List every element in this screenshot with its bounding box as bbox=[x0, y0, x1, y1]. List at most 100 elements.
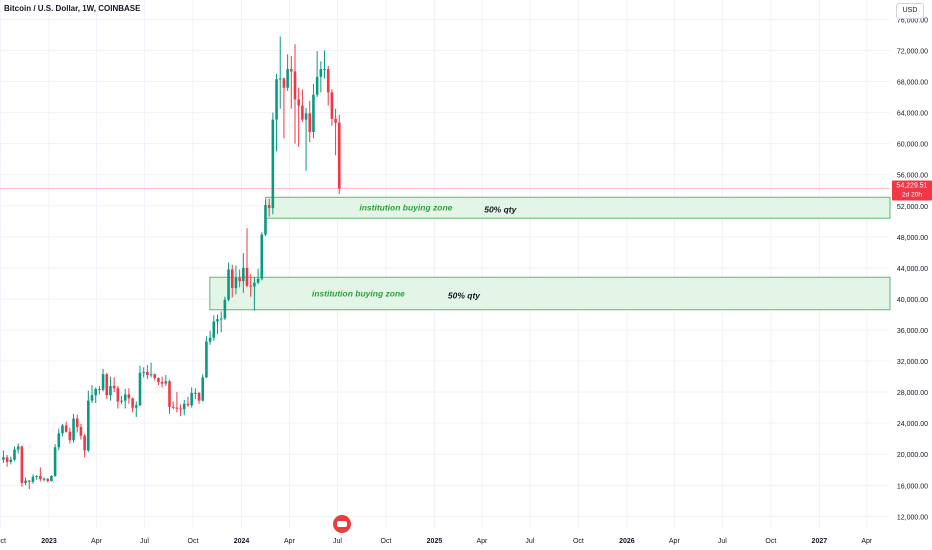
candle-body bbox=[157, 378, 160, 383]
candle-body bbox=[315, 76, 319, 95]
symbol-title: Bitcoin / U.S. Dollar, 1W, COINBASE bbox=[4, 4, 141, 13]
countdown-label: 2d 20h bbox=[902, 191, 922, 198]
currency-button[interactable]: USD bbox=[896, 3, 924, 19]
tradingview-logo-icon[interactable] bbox=[333, 515, 351, 533]
x-tick-label: Jul bbox=[525, 538, 534, 545]
buying-zone-label: institution buying zone bbox=[312, 289, 405, 299]
x-tick-label: Oct bbox=[765, 538, 776, 545]
x-tick-label: 2023 bbox=[41, 538, 57, 545]
candle-body bbox=[245, 267, 249, 286]
x-tick-label: Oct bbox=[573, 538, 584, 545]
candle-body bbox=[101, 374, 105, 390]
candle-body bbox=[293, 71, 297, 100]
candle-body bbox=[323, 69, 326, 71]
candle-body bbox=[146, 371, 149, 376]
candle-body bbox=[330, 92, 334, 119]
candle-body bbox=[64, 425, 68, 432]
y-tick-label: 12,000.00 bbox=[897, 514, 928, 521]
candle-body bbox=[116, 388, 120, 402]
candle-body bbox=[72, 418, 75, 441]
x-tick-label: Oct bbox=[0, 538, 6, 545]
candle-body bbox=[297, 99, 300, 106]
x-tick-label: Apr bbox=[669, 538, 681, 545]
y-tick-label: 44,000.00 bbox=[897, 266, 928, 273]
candle-body bbox=[212, 321, 216, 338]
candle-body bbox=[39, 475, 42, 480]
candle-body bbox=[227, 269, 230, 300]
buying-zone-label: institution buying zone bbox=[359, 203, 452, 213]
candle-body bbox=[75, 418, 79, 428]
chart-grid bbox=[0, 0, 890, 528]
y-tick-label: 48,000.00 bbox=[897, 235, 928, 242]
candle-body bbox=[53, 447, 57, 476]
candle-body bbox=[131, 398, 134, 408]
candle-body bbox=[312, 94, 315, 132]
candle-body bbox=[260, 234, 264, 279]
candle-body bbox=[242, 267, 245, 282]
candle-body bbox=[46, 478, 50, 482]
x-tick-label: Oct bbox=[381, 538, 392, 545]
x-tick-label: 2026 bbox=[619, 538, 635, 545]
candle-body bbox=[31, 476, 35, 482]
candle-body bbox=[83, 435, 86, 451]
candle-body bbox=[153, 374, 157, 379]
y-tick-label: 32,000.00 bbox=[897, 359, 928, 366]
candle-body bbox=[275, 79, 278, 120]
x-tick-label: Apr bbox=[861, 538, 873, 545]
candle-body bbox=[256, 278, 260, 283]
x-tick-label: 2024 bbox=[234, 538, 250, 545]
candle-body bbox=[120, 400, 123, 402]
candle-body bbox=[286, 69, 289, 88]
candle-body bbox=[290, 69, 293, 72]
last-price-badge: 54,229.51 2d 20h bbox=[892, 180, 932, 201]
candle-body bbox=[35, 475, 38, 477]
y-tick-label: 16,000.00 bbox=[897, 483, 928, 490]
candle-body bbox=[219, 318, 223, 320]
candle-body bbox=[234, 277, 238, 289]
candle-body bbox=[326, 69, 330, 93]
candle-body bbox=[105, 374, 109, 396]
x-tick-label: 2025 bbox=[427, 538, 443, 545]
candle-body bbox=[160, 382, 164, 384]
candle-body bbox=[79, 427, 83, 436]
candle-body bbox=[109, 385, 112, 396]
candle-body bbox=[337, 122, 341, 189]
y-tick-label: 36,000.00 bbox=[897, 328, 928, 335]
candle-body bbox=[230, 269, 234, 289]
candle-body bbox=[304, 113, 308, 120]
y-tick-label: 56,000.00 bbox=[897, 173, 928, 180]
candle-body bbox=[168, 381, 171, 407]
candle-body bbox=[98, 389, 101, 391]
candle-body bbox=[282, 78, 286, 88]
candle-body bbox=[135, 405, 138, 408]
buying-zones: institution buying zone 50% qty institutio… bbox=[209, 196, 891, 311]
y-tick-label: 72,000.00 bbox=[897, 48, 928, 55]
last-price-badge-bg bbox=[892, 180, 932, 201]
x-tick-label: Oct bbox=[188, 538, 199, 545]
zone-qty-label: 50% qty bbox=[448, 291, 481, 301]
candle-body bbox=[319, 69, 323, 77]
candle-body bbox=[90, 395, 94, 401]
candle-body bbox=[13, 449, 16, 460]
candle-body bbox=[16, 446, 20, 450]
candle-body bbox=[208, 337, 212, 342]
candle-body bbox=[301, 105, 304, 120]
candle-body bbox=[9, 459, 13, 462]
y-tick-label: 40,000.00 bbox=[897, 297, 928, 304]
price-axis[interactable]: 76,000.00 72,000.00 68,000.00 64,000.00 60,0… bbox=[897, 17, 928, 521]
candle-body bbox=[2, 457, 5, 460]
candle-body bbox=[20, 446, 24, 483]
candle-body bbox=[194, 392, 197, 394]
candle-body bbox=[149, 374, 153, 376]
candle-body bbox=[171, 406, 175, 408]
candle-body bbox=[112, 385, 116, 389]
candle-body bbox=[61, 425, 64, 434]
candle-body bbox=[238, 277, 241, 282]
candle-body bbox=[308, 113, 312, 132]
x-tick-label: Jul bbox=[718, 538, 727, 545]
candle-body bbox=[278, 78, 282, 80]
x-tick-label: 2027 bbox=[812, 538, 828, 545]
time-axis[interactable]: Oct 2023 Apr Jul Oct 2024 Apr Jul Oct 2025 Apr Jul O… bbox=[0, 538, 873, 545]
candle-body bbox=[94, 389, 97, 396]
